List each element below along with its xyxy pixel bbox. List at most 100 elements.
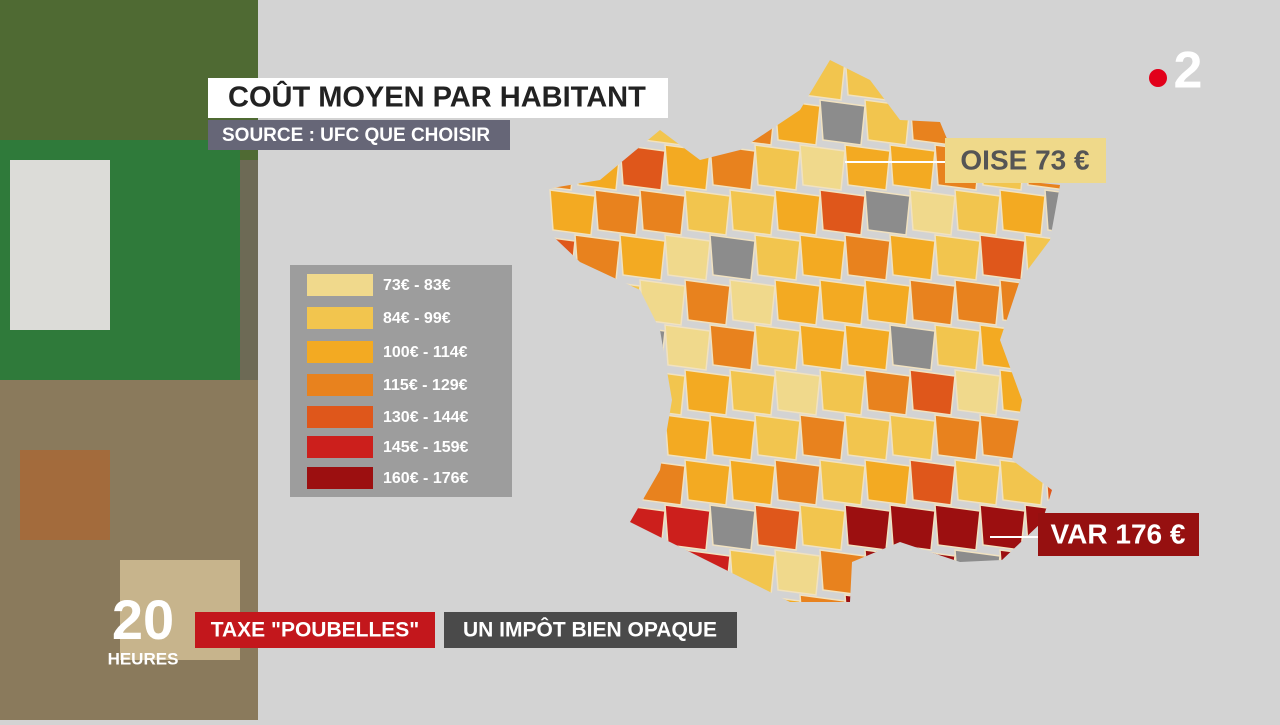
department [844,414,891,461]
department [754,594,801,602]
department [954,279,1001,326]
callout-box [1038,513,1199,556]
department [774,189,821,236]
banner-headline-box [444,612,737,648]
department [664,504,711,551]
department [684,459,731,506]
department [844,234,891,281]
department [619,234,666,281]
department [729,279,776,326]
department [844,324,891,371]
department [864,369,911,416]
department [954,459,1001,506]
legend-label: 115€ - 129€ [383,377,468,394]
department [999,189,1046,236]
legend-swatch [307,274,373,296]
department [754,144,801,191]
department [664,324,711,371]
department [729,459,776,506]
department [819,369,866,416]
legend-label: 84€ - 99€ [383,310,451,327]
department [934,234,981,281]
banner-headline: UN IMPÔT BIEN OPAQUE [463,618,717,642]
department [709,414,756,461]
department [889,414,936,461]
program-number: 20 [112,588,174,651]
department [819,459,866,506]
department [684,369,731,416]
legend-swatch [307,406,373,428]
program-label: HEURES [108,649,179,668]
legend-label: 100€ - 114€ [383,344,468,361]
department [934,414,981,461]
banner-topic: TAXE "POUBELLES" [211,619,420,642]
department [864,279,911,326]
title-box [208,78,668,118]
legend: 73€ - 83€ 84€ - 99€ 100€ - 114€ 115€ - 129€… [307,274,469,489]
department [979,234,1026,281]
department [709,504,756,551]
department [799,504,846,551]
department [664,414,711,461]
callout: VAR 176 € [1051,518,1186,549]
department [684,279,731,326]
department [844,144,891,191]
department [889,504,936,551]
legend-label: 130€ - 144€ [383,409,469,426]
department [709,324,756,371]
department [799,594,846,602]
department [799,414,846,461]
department [819,99,866,146]
department [864,189,911,236]
legend-swatch [307,436,373,458]
department [799,234,846,281]
department [979,504,1026,551]
department [909,459,956,506]
department [909,369,956,416]
department [844,504,891,551]
department [774,549,821,596]
department [774,279,821,326]
legend-swatch [307,341,373,363]
department [684,189,731,236]
department [889,324,936,371]
department [889,144,936,191]
title: COÛT MOYEN PAR HABITANT [228,80,646,114]
department [754,414,801,461]
department [754,234,801,281]
department [954,189,1001,236]
department [909,279,956,326]
department [934,324,981,371]
department [619,144,666,191]
department [709,234,756,281]
legend-swatch [307,467,373,489]
department [729,369,776,416]
department [549,189,596,236]
department [774,369,821,416]
legend-swatch [307,374,373,396]
department [754,504,801,551]
logo: 2 [1174,42,1203,100]
legend-swatch [307,307,373,329]
legend-label: 73€ - 83€ [383,277,451,294]
department [819,279,866,326]
banner-topic-box [195,612,435,648]
department [754,324,801,371]
department [664,234,711,281]
department [889,234,936,281]
department [934,504,981,551]
callout-box [945,138,1106,183]
department [774,459,821,506]
department [799,324,846,371]
legend-label: 145€ - 159€ [383,439,469,456]
department [639,189,686,236]
department [864,459,911,506]
department [954,369,1001,416]
department [909,189,956,236]
department [729,189,776,236]
callout: OISE 73 € [960,144,1090,175]
source: SOURCE : UFC QUE CHOISIR [222,125,490,146]
department [819,189,866,236]
legend-label: 160€ - 176€ [383,470,469,487]
